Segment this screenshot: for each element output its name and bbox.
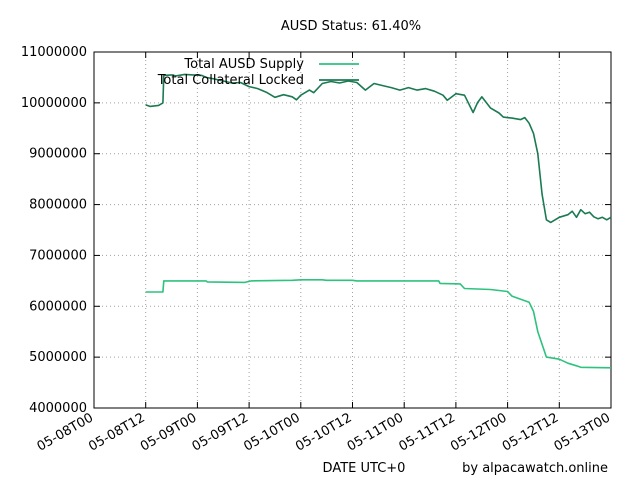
y-tick-label: 4000000	[29, 401, 87, 416]
x-tick-label: 05-08T00	[35, 410, 96, 454]
x-axis: 05-08T0005-08T1205-09T0005-09T1205-10T00…	[35, 52, 613, 455]
y-tick-label: 7000000	[29, 248, 87, 263]
x-tick-label: 05-13T00	[552, 410, 613, 454]
x-tick-label: 05-10T12	[293, 410, 354, 454]
y-tick-label: 9000000	[29, 147, 87, 162]
y-axis: 4000000 5000000 6000000 7000000 8000000 90000…	[21, 45, 611, 416]
x-axis-label: DATE UTC+0	[323, 461, 406, 476]
plot-frame	[93, 51, 612, 409]
legend-label-2: Total Collateral Locked	[157, 73, 304, 88]
credit-label: by alpacawatch.online	[462, 461, 608, 476]
y-tick-label: 5000000	[29, 350, 87, 365]
series-lines	[145, 73, 612, 369]
x-tick-label: 05-12T12	[500, 410, 561, 454]
x-tick-label: 05-11T12	[396, 410, 457, 454]
x-tick-label: 05-12T00	[448, 410, 509, 454]
x-tick-label: 05-08T12	[86, 410, 147, 454]
legend-label-1: Total AUSD Supply	[183, 57, 304, 72]
y-tick-label: 10000000	[21, 96, 87, 111]
y-tick-label: 11000000	[21, 45, 87, 60]
x-tick-label: 05-10T00	[241, 410, 302, 454]
x-tick-label: 05-09T00	[138, 410, 199, 454]
grid	[94, 52, 611, 408]
x-tick-label: 05-11T00	[345, 410, 406, 454]
x-tick-label: 05-09T12	[190, 410, 251, 454]
y-tick-label: 8000000	[29, 198, 87, 213]
y-tick-label: 6000000	[29, 299, 87, 314]
series-line-2	[145, 73, 612, 224]
chart-title: AUSD Status: 61.40%	[281, 19, 421, 34]
series-line-1	[145, 279, 612, 369]
